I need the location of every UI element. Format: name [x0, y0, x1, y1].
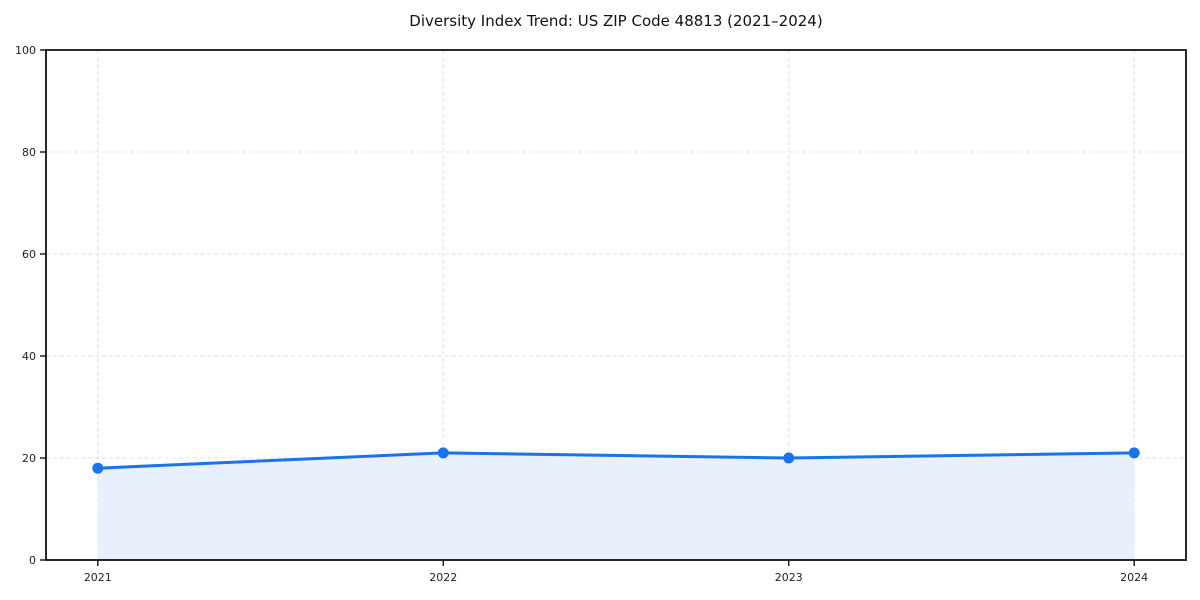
- x-tick-label: 2024: [1120, 571, 1148, 584]
- data-point-2023: [783, 452, 795, 464]
- data-point-2024: [1128, 447, 1140, 459]
- x-tick-label: 2022: [429, 571, 457, 584]
- y-tick-label: 100: [15, 44, 36, 57]
- data-point-2022: [437, 447, 449, 459]
- y-tick-label: 0: [29, 554, 36, 567]
- chart-title: Diversity Index Trend: US ZIP Code 48813…: [409, 12, 823, 30]
- x-tick-label: 2021: [84, 571, 112, 584]
- area-fill: [97, 452, 1135, 560]
- data-point-2021: [92, 462, 104, 474]
- y-tick-label: 40: [22, 350, 36, 363]
- x-tick-label: 2023: [775, 571, 803, 584]
- y-tick-label: 20: [22, 452, 36, 465]
- y-tick-label: 80: [22, 146, 36, 159]
- plot-border: [45, 49, 1187, 561]
- y-tick-label: 60: [22, 248, 36, 261]
- trend-line: [96, 451, 1136, 470]
